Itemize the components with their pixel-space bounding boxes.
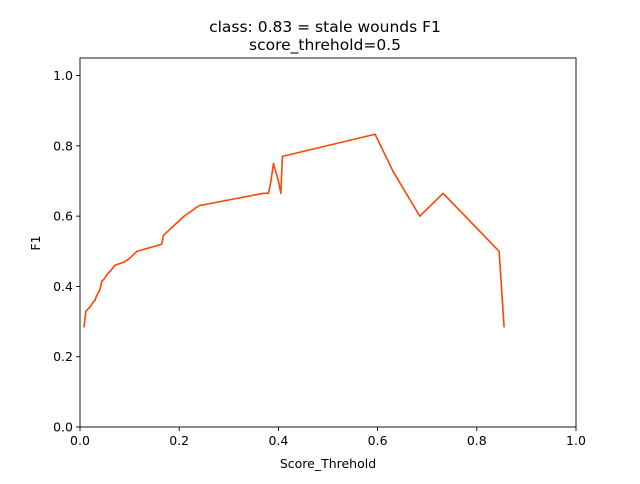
chart-title: class: 0.83 = stale wounds F1 (209, 18, 441, 36)
chart-subtitle: score_threhold=0.5 (249, 36, 401, 55)
x-tick-label: 0.6 (368, 433, 388, 448)
y-tick-label: 0.2 (53, 349, 73, 364)
x-tick-label: 0.8 (467, 433, 487, 448)
x-tick-label: 0.4 (268, 433, 288, 448)
y-tick-label: 0.4 (53, 279, 73, 294)
y-axis-label: F1 (28, 235, 43, 250)
y-tick-label: 0.8 (53, 138, 73, 153)
y-tick-label: 1.0 (53, 68, 73, 83)
axes-frame (79, 57, 577, 428)
x-axis-label: Score_Threhold (280, 456, 376, 471)
f1-series-line (83, 133, 505, 328)
y-tick-label: 0.0 (53, 420, 73, 435)
plot-area: 0.0 0.2 0.4 0.6 0.8 1.0 0.0 0.2 0.4 0.6 0.8 1.0 (53, 57, 586, 448)
y-tick-label: 0.6 (53, 209, 73, 224)
x-tick-label: 1.0 (566, 433, 586, 448)
x-tick-label: 0.0 (70, 433, 90, 448)
x-tick-label: 0.2 (169, 433, 189, 448)
